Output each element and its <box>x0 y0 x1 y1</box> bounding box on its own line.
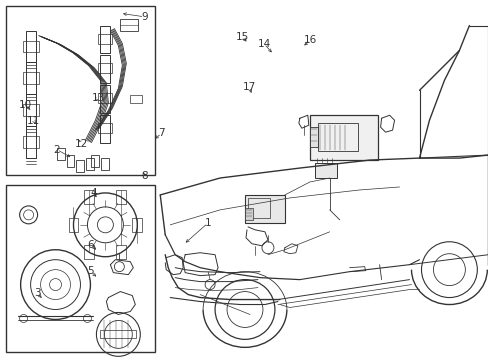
Bar <box>100 26 110 54</box>
Bar <box>84 190 94 204</box>
Bar <box>100 115 110 143</box>
Bar <box>309 127 317 147</box>
Bar <box>100 55 110 84</box>
Bar <box>84 246 94 260</box>
Bar <box>6 6 155 175</box>
Text: 11: 11 <box>27 116 41 126</box>
Bar <box>25 94 36 126</box>
Text: 7: 7 <box>158 129 164 138</box>
Bar <box>247 198 269 218</box>
Bar <box>76 160 84 172</box>
Bar <box>120 19 138 31</box>
Bar <box>244 195 285 223</box>
Bar <box>25 126 36 158</box>
Text: 15: 15 <box>235 32 248 41</box>
Text: 2: 2 <box>53 144 60 154</box>
Bar <box>98 123 112 133</box>
Bar <box>116 190 126 204</box>
Bar <box>91 155 99 167</box>
Bar <box>100 330 136 338</box>
Bar <box>68 218 78 232</box>
Bar <box>317 123 357 151</box>
Bar <box>57 148 64 160</box>
Bar <box>101 158 109 170</box>
Bar <box>66 155 74 167</box>
Bar <box>132 218 142 232</box>
Text: 1: 1 <box>204 218 211 228</box>
Bar <box>309 115 377 160</box>
Text: 6: 6 <box>87 239 94 249</box>
Text: 8: 8 <box>141 171 147 181</box>
Text: 10: 10 <box>19 100 32 110</box>
Text: 17: 17 <box>242 82 256 92</box>
Bar <box>25 31 36 62</box>
Bar <box>98 63 112 73</box>
Bar <box>98 33 112 44</box>
Text: 5: 5 <box>87 266 94 276</box>
Bar <box>22 72 39 84</box>
Bar <box>98 93 112 103</box>
Text: 9: 9 <box>141 12 147 22</box>
Text: 12: 12 <box>74 139 87 149</box>
Bar <box>22 104 39 116</box>
Bar <box>22 136 39 148</box>
Bar <box>314 163 336 178</box>
Bar <box>116 246 126 260</box>
Text: 14: 14 <box>257 39 270 49</box>
Bar <box>25 62 36 94</box>
Bar <box>244 208 252 220</box>
Bar <box>6 185 155 352</box>
Bar <box>130 95 142 103</box>
Text: 3: 3 <box>34 288 41 298</box>
Text: 4: 4 <box>90 188 97 198</box>
Bar <box>86 158 94 170</box>
Text: 13: 13 <box>91 93 104 103</box>
Bar <box>100 85 110 113</box>
Text: 16: 16 <box>303 35 316 45</box>
Bar <box>22 41 39 53</box>
